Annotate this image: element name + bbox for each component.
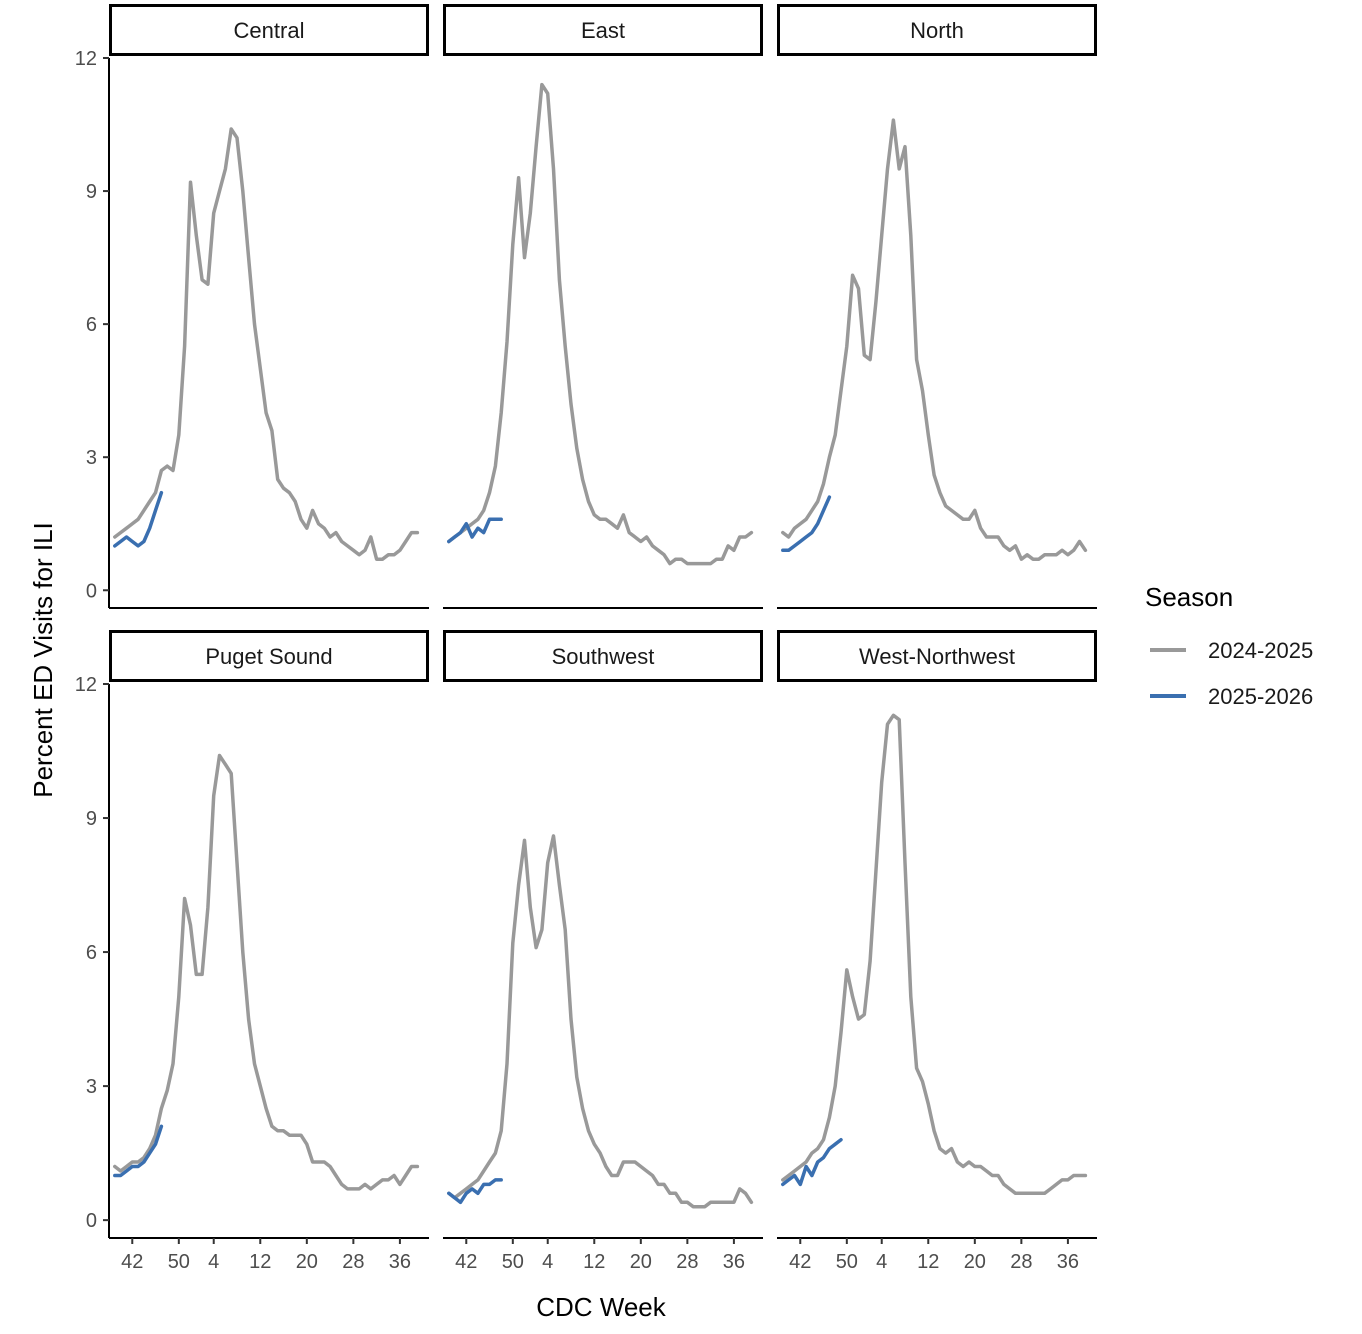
x-tick-label: 12 [249,1251,271,1273]
y-tick-label: 6 [86,314,97,336]
x-tick-label: 12 [583,1251,605,1273]
x-axis-title: CDC Week [536,1292,667,1322]
x-tick-label: 20 [296,1251,318,1273]
y-tick-label: 6 [86,942,97,964]
x-tick-label: 42 [789,1251,811,1273]
y-tick-label: 0 [86,580,97,602]
facet-panel: North [777,4,1097,609]
x-tick-label: 12 [917,1251,939,1273]
facet-strip-label: North [910,18,964,43]
x-tick-label: 50 [502,1251,524,1273]
y-axis-title: Percent ED Visits for ILI [28,522,58,798]
facet-strip [777,4,1097,56]
x-tick-label: 20 [964,1251,986,1273]
x-tick-label: 4 [542,1251,553,1273]
series-line-2024-2025 [781,713,1088,1196]
y-tick-label: 12 [75,48,97,70]
x-tick-label: 36 [723,1251,745,1273]
x-tick-label: 50 [168,1251,190,1273]
facet-strip [109,4,429,56]
y-tick-label: 3 [86,1076,97,1098]
facet-strip [443,4,763,56]
x-tick-label: 4 [876,1251,887,1273]
y-tick-label: 3 [86,447,97,469]
series-line-2025-2026 [447,517,503,544]
x-tick-label: 42 [121,1251,143,1273]
series-line-2025-2026 [113,490,164,548]
y-tick-label: 0 [86,1210,97,1232]
facet-strip-label: West-Northwest [859,644,1015,669]
series-line-2024-2025 [781,118,1088,561]
facet-strip-label: Puget Sound [205,644,332,669]
x-tick-label: 4 [208,1251,219,1273]
series-line-2025-2026 [781,495,832,553]
legend-entries: 2024-2025 2025-2026 [1150,638,1313,709]
series-line-2025-2026 [781,1137,843,1187]
series-line-2025-2026 [113,1124,164,1178]
legend-label: 2025-2026 [1208,684,1313,709]
series-line-2024-2025 [113,753,420,1191]
x-tick-label: 36 [389,1251,411,1273]
x-tick-label: 36 [1057,1251,1079,1273]
x-tick-label: 28 [1010,1251,1032,1273]
facet-strip-label: Central [234,18,305,43]
x-tick-label: 28 [676,1251,698,1273]
y-tick-label: 9 [86,181,97,203]
series-line-2024-2025 [447,82,754,566]
facet-strip-label: Southwest [552,644,655,669]
x-tick-label: 20 [630,1251,652,1273]
legend-label: 2024-2025 [1208,638,1313,663]
facet-panel: Southwest 42 50 4 12 20 28 36 [443,630,763,1273]
legend: Season 2024-2025 2025-2026 [1145,582,1313,709]
x-tick-label: 50 [836,1251,858,1273]
facet-strip [109,630,429,682]
series-line-2024-2025 [447,834,754,1209]
facet-strip-label: East [581,18,625,43]
facet-panel: West-Northwest 42 50 4 12 20 28 36 [777,630,1097,1273]
facet-panel: Central 0 3 6 9 12 [75,4,429,609]
x-tick-label: 42 [455,1251,477,1273]
legend-title: Season [1145,582,1233,612]
facet-panel: East [443,4,763,609]
series-line-2024-2025 [113,127,420,561]
series-line-2025-2026 [447,1178,503,1205]
x-tick-label: 28 [342,1251,364,1273]
facet-strip [443,630,763,682]
facet-strip [777,630,1097,682]
y-tick-label: 9 [86,808,97,830]
y-tick-label: 12 [75,674,97,696]
